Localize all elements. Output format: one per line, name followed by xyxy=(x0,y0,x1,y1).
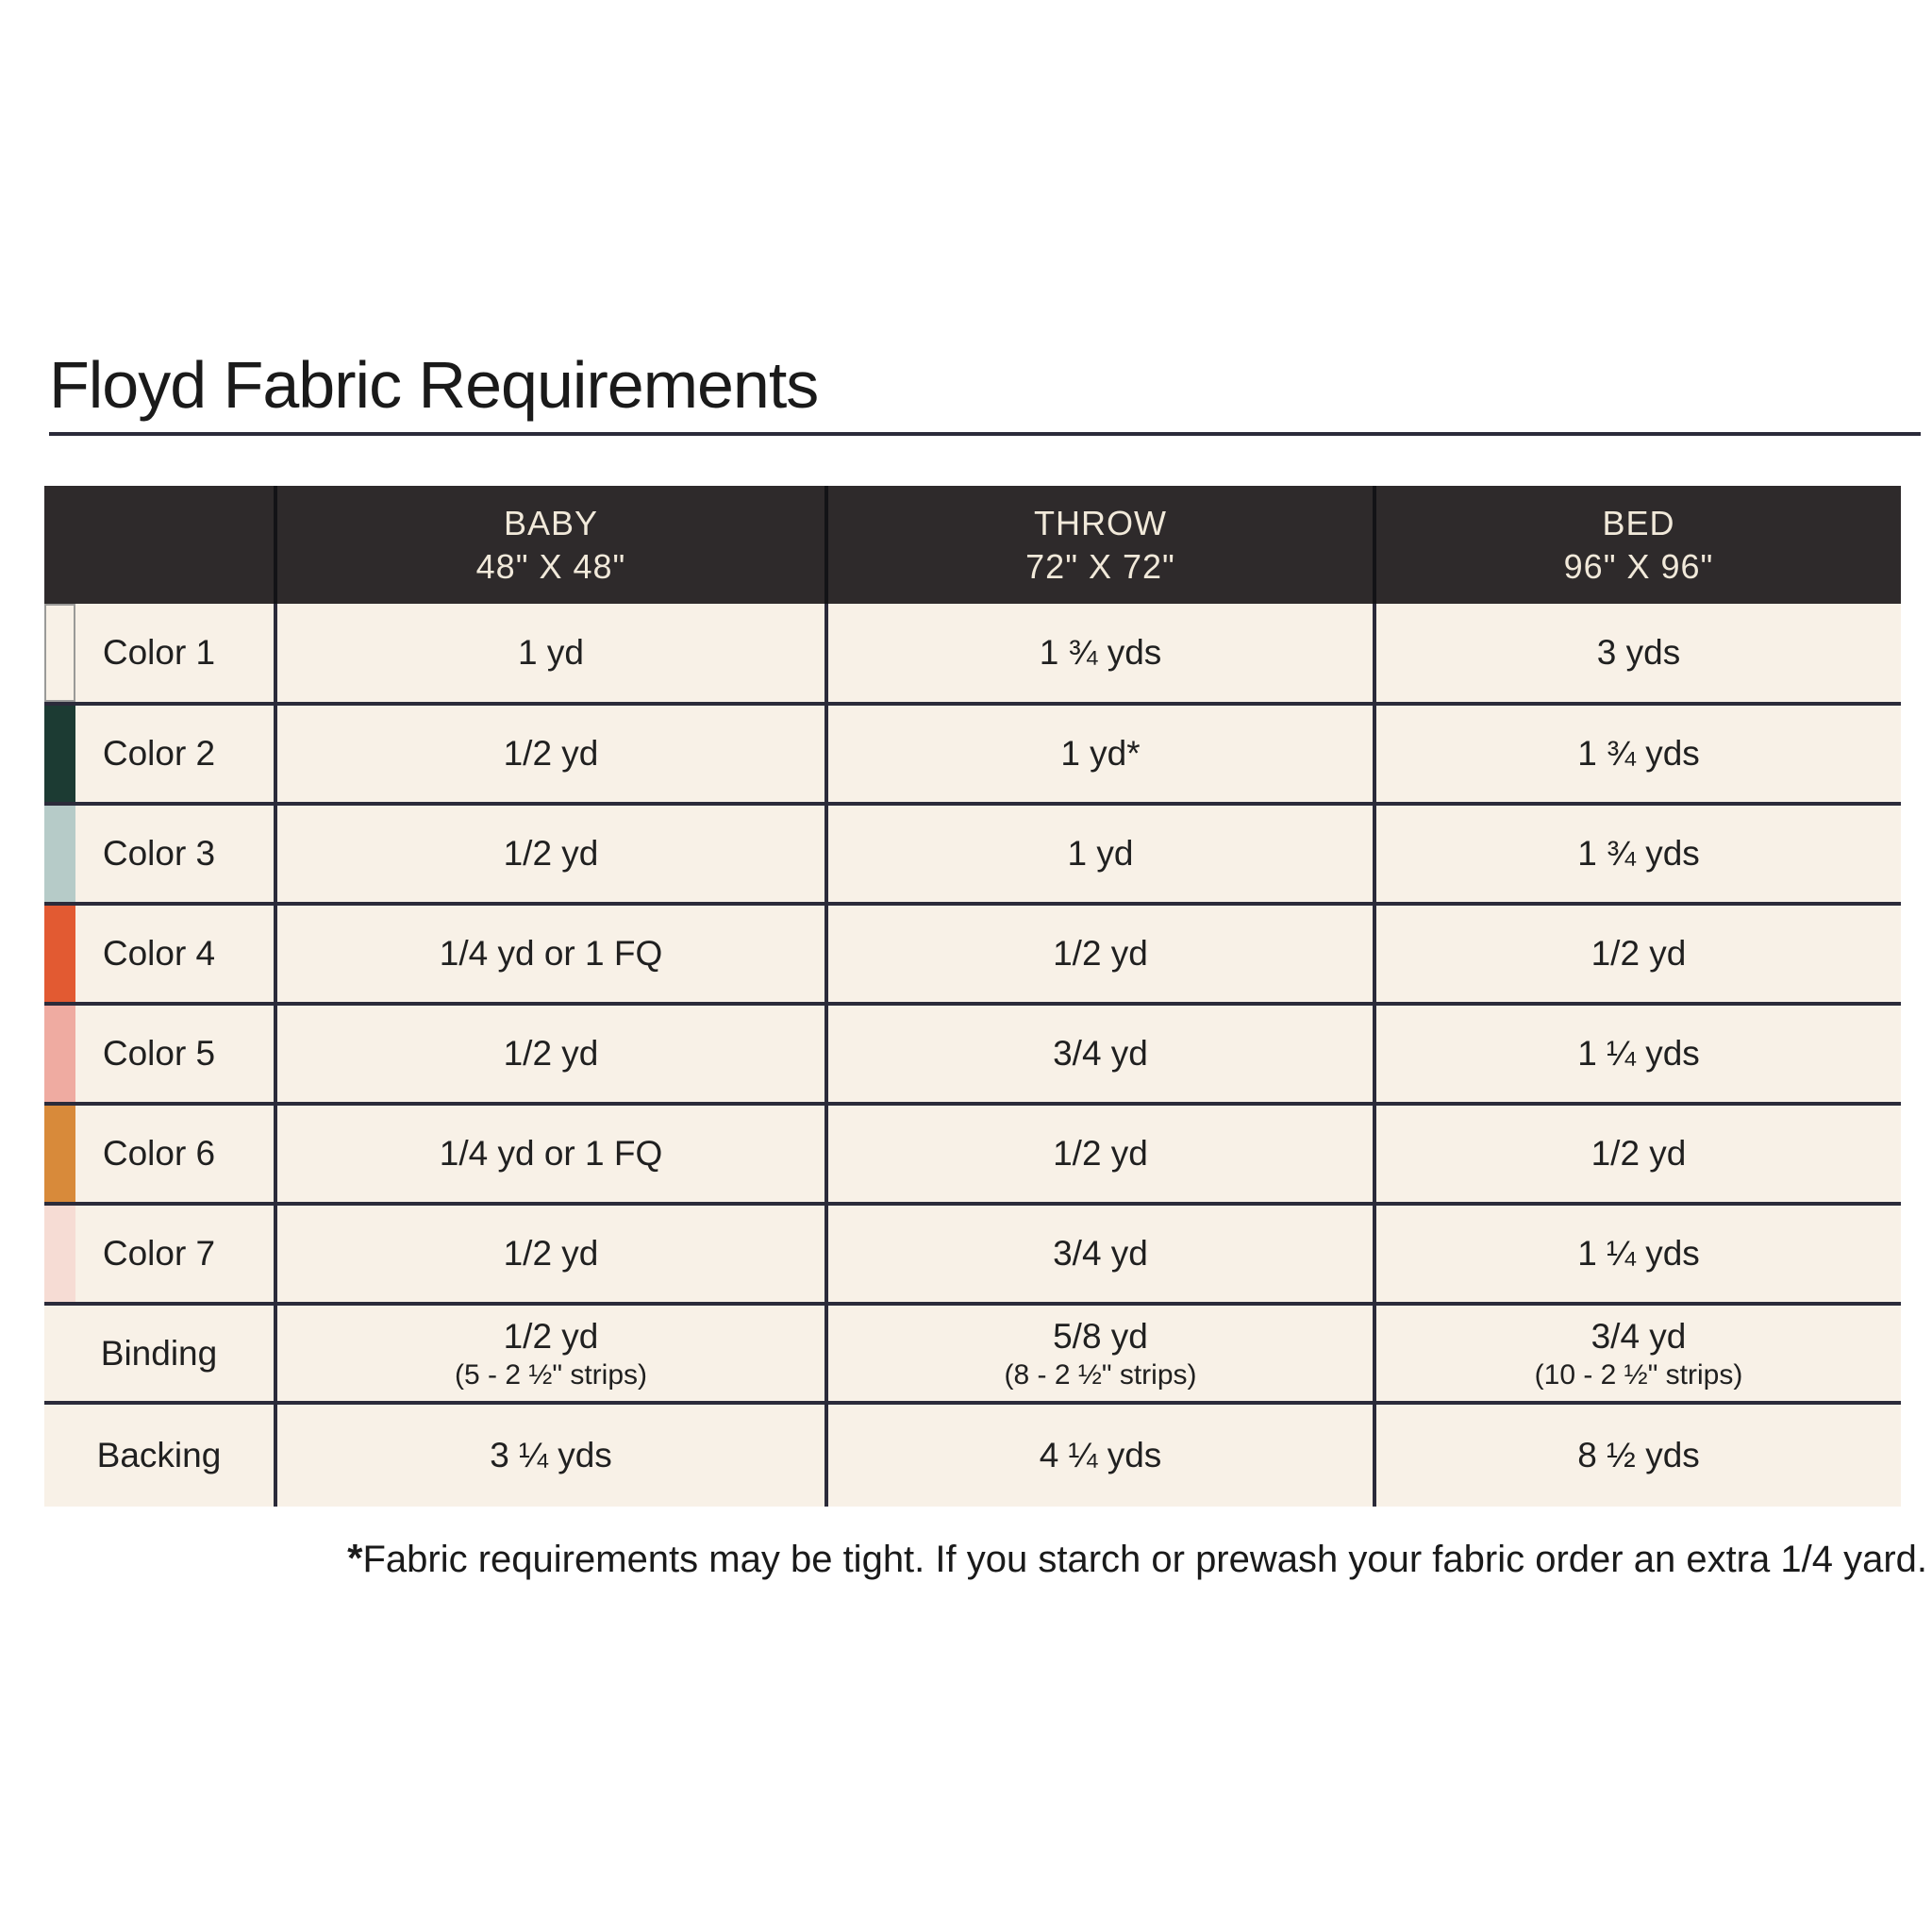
column-size-throw: 72" X 72" xyxy=(1025,546,1175,586)
row-label: Color 5 xyxy=(102,1034,216,1073)
cell-bed: 1 ¼ yds xyxy=(1373,1204,1901,1306)
row-label: Color 7 xyxy=(102,1234,216,1273)
column-name-baby: BABY xyxy=(503,503,599,542)
cell-throw: 3/4 yd xyxy=(824,1204,1374,1306)
color-2-swatch xyxy=(44,706,75,802)
cell-throw: 1 ¾ yds xyxy=(824,604,1374,706)
label-cell: Binding xyxy=(44,1304,275,1405)
table-body: Color 1 1 yd 1 ¾ yds 3 yds Color 2 1/2 y… xyxy=(44,604,1901,1507)
label-cell: Color 2 xyxy=(44,704,275,806)
column-size-baby: 48" X 48" xyxy=(475,546,626,586)
header-cell-blank xyxy=(44,486,275,604)
cell-baby: 1/4 yd or 1 FQ xyxy=(274,904,826,1006)
binding-baby-yardage: 1/2 yd xyxy=(503,1316,599,1356)
row-label: Color 2 xyxy=(102,734,216,773)
cell-baby: 1/2 yd xyxy=(274,1204,826,1306)
cell-throw: 1 yd xyxy=(824,804,1374,906)
cell-bed: 3/4 yd (10 - 2 ½" strips) xyxy=(1373,1304,1901,1405)
label-cell: Color 6 xyxy=(44,1104,275,1206)
binding-throw-yardage: 5/8 yd xyxy=(1053,1316,1148,1356)
cell-baby: 3 ¼ yds xyxy=(274,1403,826,1507)
header-cell-baby: BABY 48" X 48" xyxy=(274,486,826,604)
fabric-requirements-table: BABY 48" X 48" THROW 72" X 72" BED 96" X… xyxy=(44,486,1901,1507)
table-row-color-4: Color 4 1/4 yd or 1 FQ 1/2 yd 1/2 yd xyxy=(44,904,1901,1006)
table-row-color-2: Color 2 1/2 yd 1 yd* 1 ¾ yds xyxy=(44,704,1901,806)
color-3-swatch xyxy=(44,806,75,902)
table-row-binding: Binding 1/2 yd (5 - 2 ½" strips) 5/8 yd … xyxy=(44,1304,1901,1405)
color-6-swatch xyxy=(44,1106,75,1202)
table-row-color-7: Color 7 1/2 yd 3/4 yd 1 ¼ yds xyxy=(44,1204,1901,1306)
header-cell-bed: BED 96" X 96" xyxy=(1373,486,1901,604)
header-cell-throw: THROW 72" X 72" xyxy=(824,486,1374,604)
cell-baby: 1/4 yd or 1 FQ xyxy=(274,1104,826,1206)
cell-throw: 1/2 yd xyxy=(824,904,1374,1006)
column-name-bed: BED xyxy=(1602,503,1675,542)
table-row-color-6: Color 6 1/4 yd or 1 FQ 1/2 yd 1/2 yd xyxy=(44,1104,1901,1206)
header-row: BABY 48" X 48" THROW 72" X 72" BED 96" X… xyxy=(44,486,1901,604)
row-label: Color 4 xyxy=(102,934,216,973)
cell-baby: 1 yd xyxy=(274,604,826,706)
row-label: Backing xyxy=(96,1436,222,1474)
cell-bed: 1 ¾ yds xyxy=(1373,704,1901,806)
binding-bed-strips: (10 - 2 ½" strips) xyxy=(1534,1359,1743,1391)
cell-baby: 1/2 yd xyxy=(274,704,826,806)
label-cell: Color 3 xyxy=(44,804,275,906)
footnote-asterisk: * xyxy=(347,1536,363,1580)
cell-throw: 1/2 yd xyxy=(824,1104,1374,1206)
table-row-color-5: Color 5 1/2 yd 3/4 yd 1 ¼ yds xyxy=(44,1004,1901,1106)
table-row-color-1: Color 1 1 yd 1 ¾ yds 3 yds xyxy=(44,604,1901,706)
color-4-swatch xyxy=(44,906,75,1002)
cell-throw: 3/4 yd xyxy=(824,1004,1374,1106)
cell-bed: 1 ¼ yds xyxy=(1373,1004,1901,1106)
row-label: Color 6 xyxy=(102,1134,216,1173)
table-row-backing: Backing 3 ¼ yds 4 ¼ yds 8 ½ yds xyxy=(44,1403,1901,1507)
label-cell: Color 1 xyxy=(44,604,275,706)
cell-bed: 1/2 yd xyxy=(1373,904,1901,1006)
binding-baby-strips: (5 - 2 ½" strips) xyxy=(454,1359,648,1391)
table-header: BABY 48" X 48" THROW 72" X 72" BED 96" X… xyxy=(44,486,1901,604)
table-row-color-3: Color 3 1/2 yd 1 yd 1 ¾ yds xyxy=(44,804,1901,906)
color-7-swatch xyxy=(44,1206,75,1302)
footnote: *Fabric requirements may be tight. If yo… xyxy=(347,1536,1927,1581)
title-underline xyxy=(49,432,1921,436)
cell-bed: 3 yds xyxy=(1373,604,1901,706)
cell-bed: 1 ¾ yds xyxy=(1373,804,1901,906)
color-5-swatch xyxy=(44,1006,75,1102)
footnote-text: Fabric requirements may be tight. If you… xyxy=(362,1539,1927,1580)
cell-throw: 4 ¼ yds xyxy=(824,1403,1374,1507)
cell-baby: 1/2 yd xyxy=(274,1004,826,1106)
page-title: Floyd Fabric Requirements xyxy=(49,348,819,422)
label-cell: Color 7 xyxy=(44,1204,275,1306)
column-name-throw: THROW xyxy=(1034,503,1167,542)
cell-bed: 8 ½ yds xyxy=(1373,1403,1901,1507)
row-label: Color 3 xyxy=(102,834,216,873)
binding-throw-strips: (8 - 2 ½" strips) xyxy=(1004,1359,1197,1391)
row-label: Color 1 xyxy=(102,633,216,672)
cell-throw: 5/8 yd (8 - 2 ½" strips) xyxy=(824,1304,1374,1405)
label-cell: Color 5 xyxy=(44,1004,275,1106)
binding-bed-yardage: 3/4 yd xyxy=(1591,1316,1687,1356)
cell-baby: 1/2 yd xyxy=(274,804,826,906)
label-cell: Color 4 xyxy=(44,904,275,1006)
row-label: Binding xyxy=(100,1333,218,1373)
column-size-bed: 96" X 96" xyxy=(1563,546,1714,586)
cell-bed: 1/2 yd xyxy=(1373,1104,1901,1206)
cell-throw: 1 yd* xyxy=(824,704,1374,806)
cell-baby: 1/2 yd (5 - 2 ½" strips) xyxy=(274,1304,826,1405)
label-cell: Backing xyxy=(44,1403,275,1507)
color-1-swatch xyxy=(44,604,75,702)
